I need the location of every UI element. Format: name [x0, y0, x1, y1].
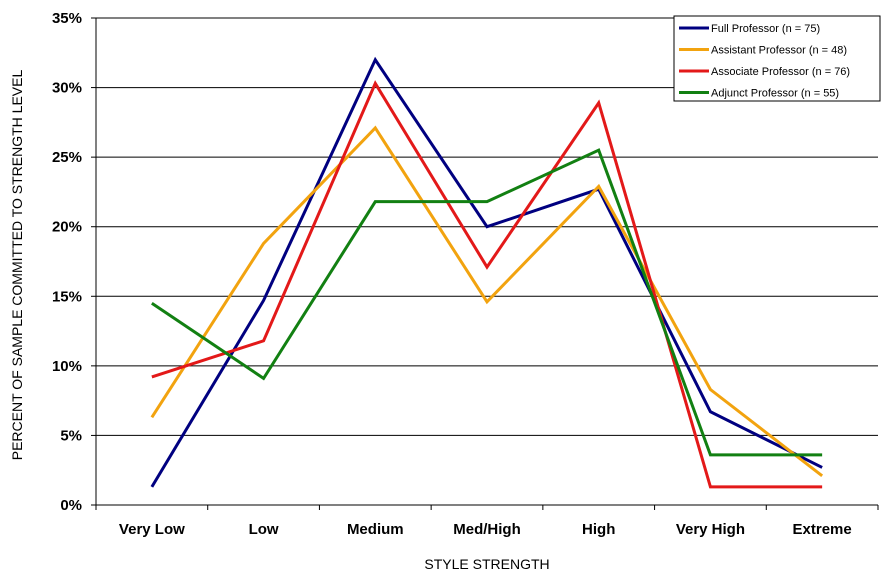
y-tick-label: 15%: [52, 288, 82, 305]
y-tick-label: 0%: [60, 497, 82, 514]
y-tick-label: 35%: [52, 10, 82, 27]
series-line-2: [150, 125, 824, 477]
series-line-3: [151, 80, 823, 489]
x-tick-label: Extreme: [793, 521, 852, 538]
x-tick-label: High: [582, 521, 615, 538]
x-tick-label: Med/High: [453, 521, 521, 538]
series-lines: [150, 56, 824, 489]
y-tick-label: 30%: [52, 80, 82, 97]
x-tick-label: Very Low: [119, 521, 185, 538]
x-axis-title: STYLE STRENGTH: [424, 556, 549, 572]
y-tick-label: 25%: [52, 149, 82, 166]
x-tick-labels: Very Low Low Medium Med/High High Very High Ex…: [119, 521, 852, 538]
legend-label: Assistant Professor (n = 48): [711, 45, 847, 57]
legend-label: Adjunct Professor (n = 55): [711, 88, 839, 100]
legend-label: Associate Professor (n = 76): [711, 66, 850, 78]
legend: Full Professor (n = 75) Assistant Profess…: [673, 15, 881, 102]
y-tick-labels: 0% 5% 10% 15% 20% 25% 30% 35%: [52, 10, 82, 514]
y-axis-title: PERCENT OF SAMPLE COMMITTED TO STRENGTH …: [9, 70, 25, 461]
series-line-1: [150, 56, 823, 488]
y-tick-label: 5%: [60, 427, 82, 444]
series-line-4: [151, 148, 823, 457]
axes: [91, 17, 879, 510]
legend-box: [673, 15, 881, 102]
y-tick-label: 10%: [52, 358, 82, 375]
x-tick-label: Very High: [676, 521, 745, 538]
legend-label: Full Professor (n = 75): [711, 23, 820, 35]
x-tick-label: Medium: [347, 521, 404, 538]
x-tick-label: Low: [249, 521, 279, 538]
y-tick-label: 20%: [52, 219, 82, 236]
